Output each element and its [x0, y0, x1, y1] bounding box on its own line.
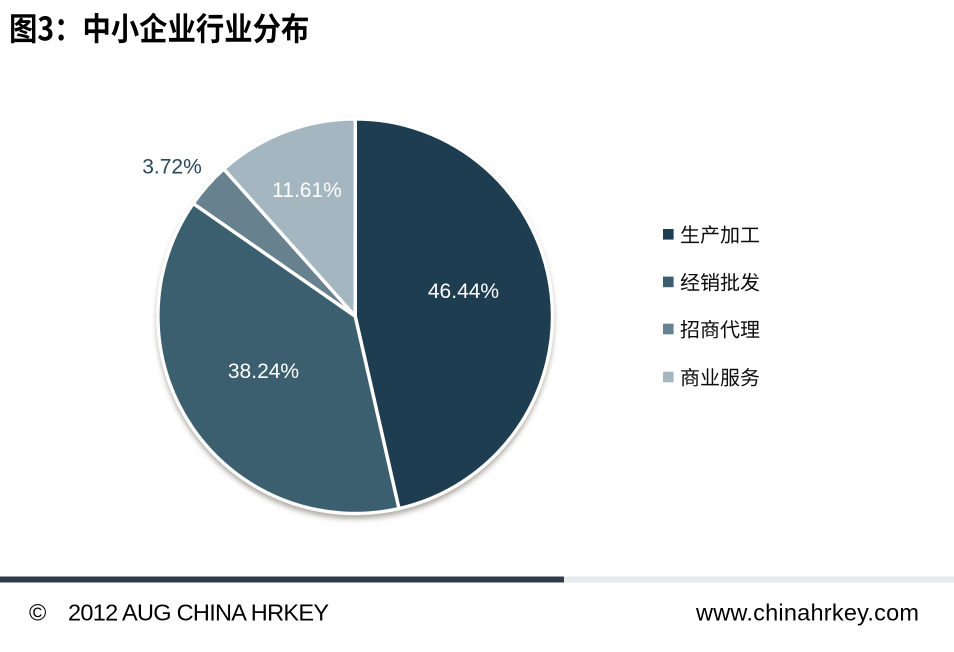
svg-text:38.24%: 38.24% [228, 360, 299, 383]
svg-text:11.61%: 11.61% [272, 179, 342, 202]
svg-text:©: © [29, 600, 46, 626]
svg-text:www.chinahrkey.com: www.chinahrkey.com [695, 600, 919, 626]
svg-text:46.44%: 46.44% [428, 280, 499, 303]
svg-text:2012 AUG CHINA HRKEY: 2012 AUG CHINA HRKEY [68, 600, 329, 626]
svg-text:3.72%: 3.72% [142, 156, 202, 179]
